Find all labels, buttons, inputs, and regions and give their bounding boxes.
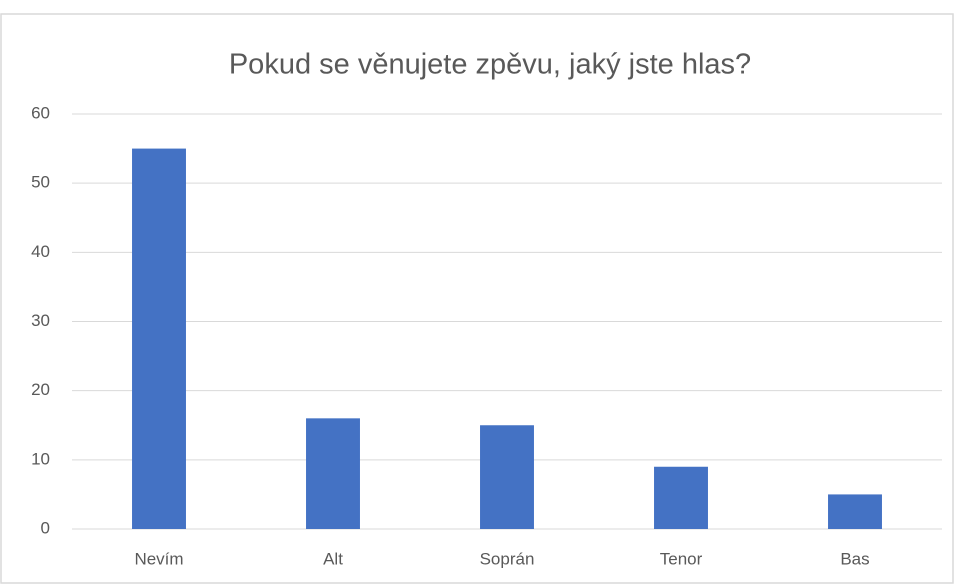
x-tick-label: Tenor: [660, 549, 703, 568]
y-tick-label: 10: [31, 449, 50, 468]
x-tick-label: Alt: [323, 549, 343, 568]
y-tick-label: 0: [41, 518, 50, 537]
y-tick-label: 20: [31, 380, 50, 399]
y-tick-label: 30: [31, 311, 50, 330]
y-tick-label: 50: [31, 173, 50, 192]
x-tick-label: Soprán: [480, 549, 535, 568]
x-tick-label: Bas: [840, 549, 869, 568]
y-tick-label: 40: [31, 242, 50, 261]
bar: [480, 425, 534, 529]
bar: [654, 466, 708, 529]
bar: [132, 148, 186, 530]
chart-title: Pokud se věnujete zpěvu, jaký jste hlas?: [229, 49, 751, 81]
bar: [306, 418, 360, 529]
bar: [828, 494, 882, 529]
x-tick-label: Nevím: [134, 549, 183, 568]
y-tick-label: 60: [31, 103, 50, 122]
